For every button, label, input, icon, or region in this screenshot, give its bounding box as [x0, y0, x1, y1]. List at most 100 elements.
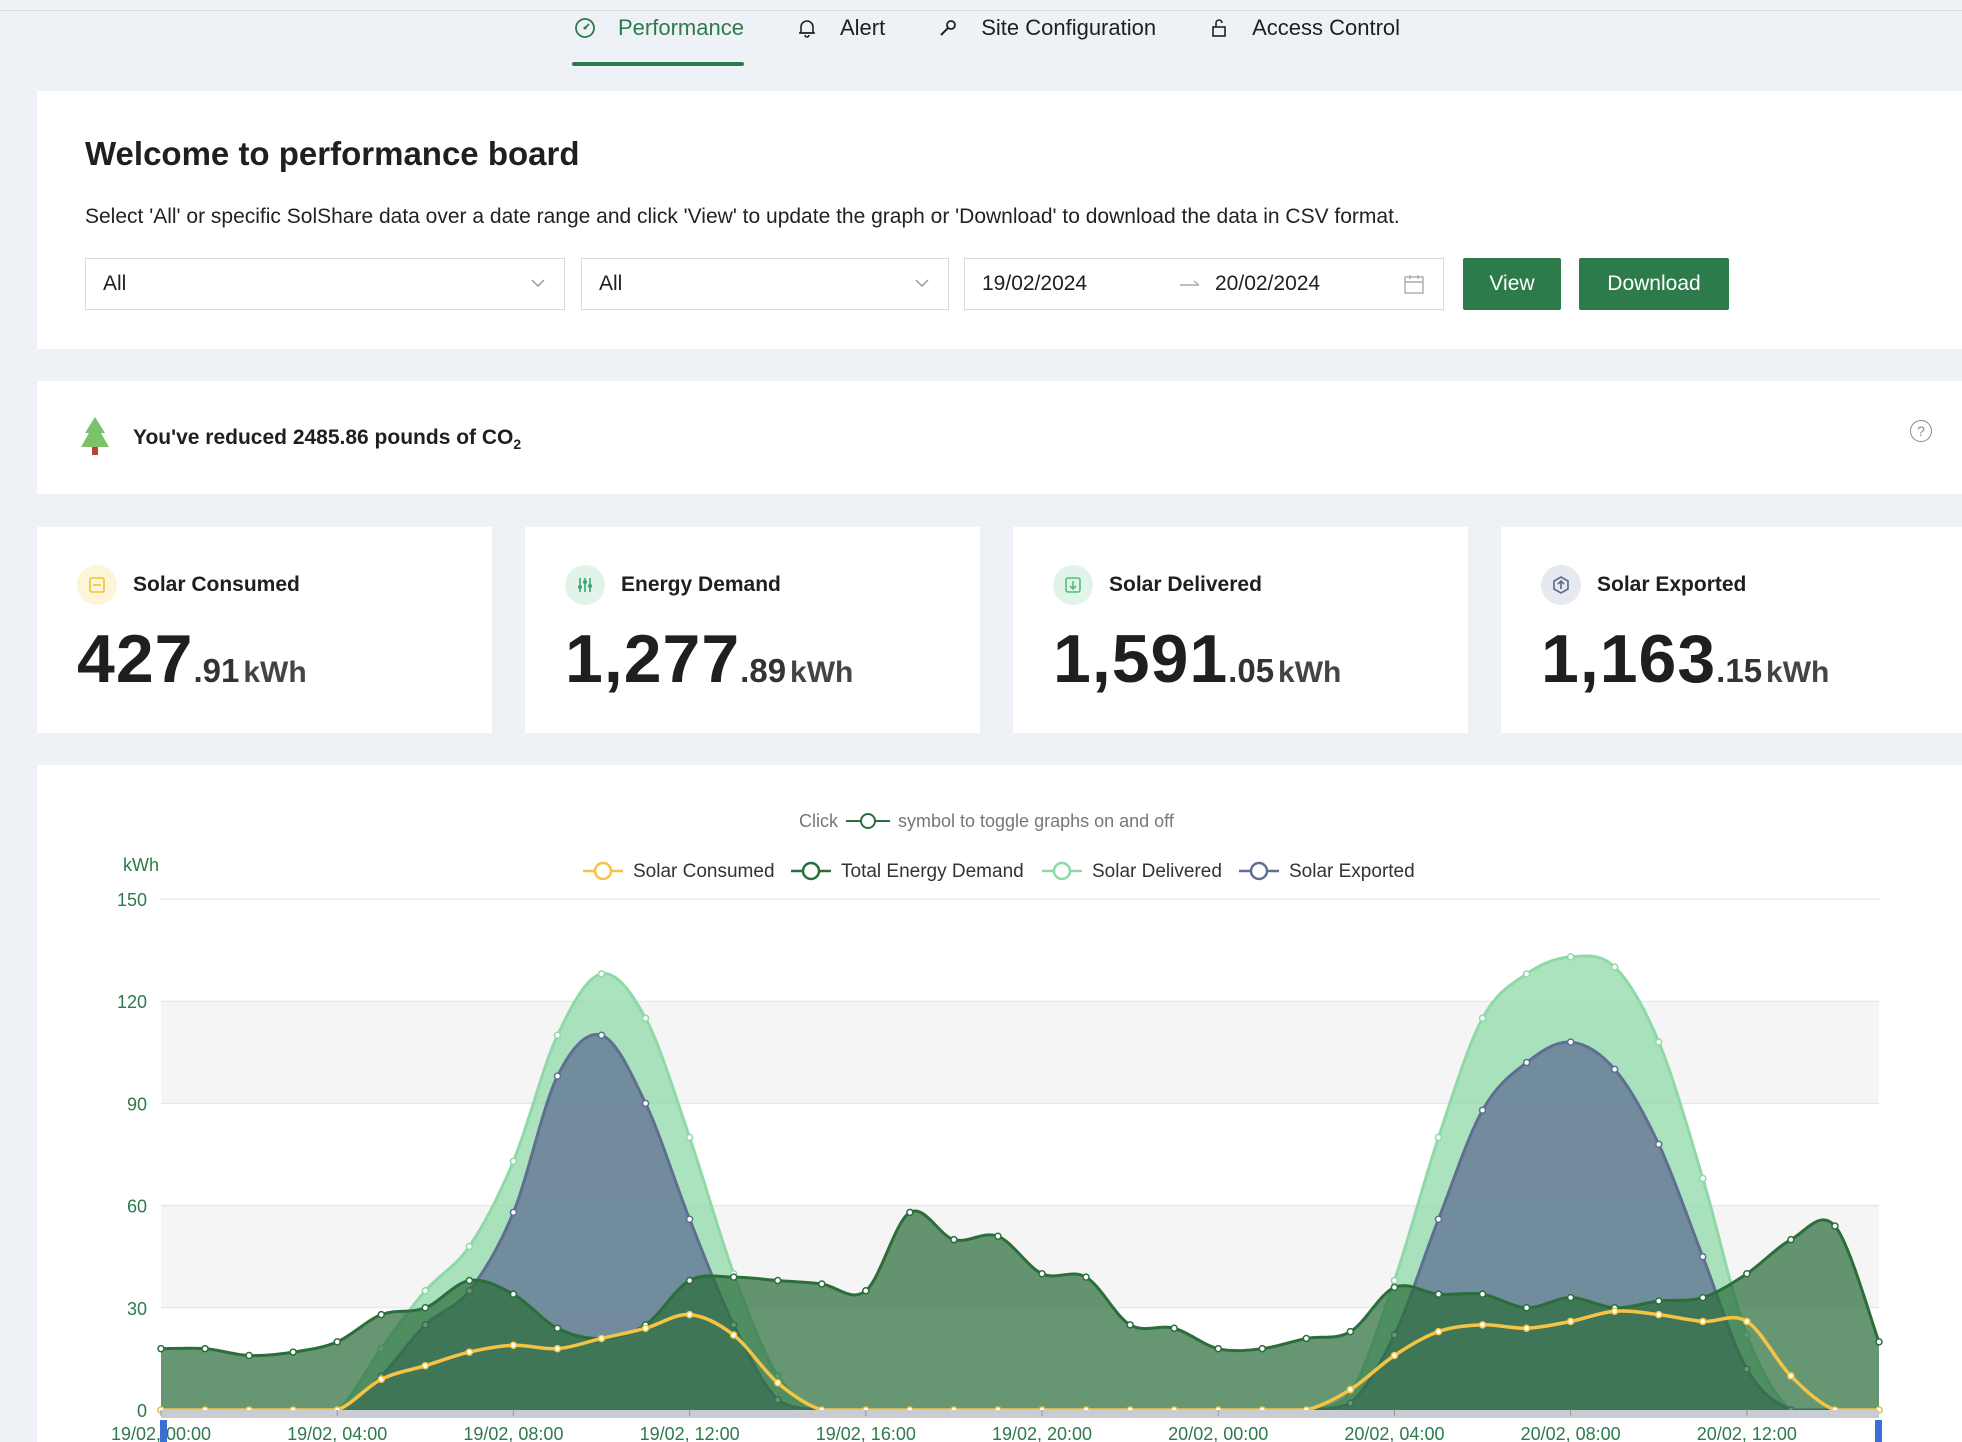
total-energy-demand-point[interactable]	[906, 1208, 914, 1217]
solar-consumed-point[interactable]	[1566, 1317, 1575, 1326]
solar-exported-point[interactable]	[509, 1208, 518, 1217]
solar-exported-point[interactable]	[553, 1072, 562, 1080]
view-button[interactable]: View	[1463, 258, 1561, 310]
tab-site-configuration[interactable]: Site Configuration	[935, 12, 1156, 44]
total-energy-demand-point[interactable]	[1038, 1269, 1046, 1278]
solar-exported-point[interactable]	[1699, 1252, 1707, 1261]
total-energy-demand-point[interactable]	[377, 1310, 386, 1319]
total-energy-demand-point[interactable]	[1478, 1290, 1487, 1298]
solar-exported-point[interactable]	[1522, 1058, 1531, 1067]
solar-exported-point[interactable]	[685, 1215, 694, 1223]
solar-consumed-point[interactable]	[509, 1341, 518, 1350]
solar-delivered-point[interactable]	[1434, 1133, 1443, 1142]
date-range-picker[interactable]: 19/02/2024 20/02/2024	[964, 258, 1444, 310]
total-energy-demand-point[interactable]	[950, 1235, 958, 1244]
tab-access-control[interactable]: Access Control	[1206, 12, 1400, 44]
solar-consumed-point[interactable]	[1654, 1310, 1663, 1319]
help-icon[interactable]: ?	[1910, 420, 1932, 442]
solar-consumed-point[interactable]	[729, 1331, 738, 1339]
total-energy-demand-point[interactable]	[1743, 1269, 1751, 1278]
legend-label-solar-delivered[interactable]: Solar Delivered	[1092, 861, 1222, 882]
total-energy-demand-point[interactable]	[1082, 1273, 1090, 1281]
legend-label-solar-consumed[interactable]: Solar Consumed	[633, 861, 775, 882]
solar-consumed-point[interactable]	[773, 1378, 782, 1387]
solar-delivered-point[interactable]	[509, 1157, 518, 1166]
solar-consumed-point[interactable]	[421, 1361, 430, 1370]
solar-delivered-point[interactable]	[1610, 963, 1619, 971]
total-energy-demand-point[interactable]	[862, 1287, 870, 1295]
solar-delivered-point[interactable]	[641, 1014, 650, 1022]
total-energy-demand-point[interactable]	[157, 1344, 165, 1353]
legend-toggle-solar-delivered[interactable]	[1052, 861, 1072, 881]
total-energy-demand-point[interactable]	[1787, 1235, 1795, 1244]
total-energy-demand-point[interactable]	[994, 1232, 1002, 1241]
total-energy-demand-point[interactable]	[1170, 1324, 1178, 1332]
total-energy-demand-point[interactable]	[1522, 1304, 1531, 1312]
zoom-slider-track[interactable]	[161, 1410, 1879, 1418]
solar-delivered-point[interactable]	[421, 1287, 430, 1295]
solar-delivered-point[interactable]	[1566, 953, 1575, 961]
solar-delivered-point[interactable]	[597, 970, 606, 978]
solar-consumed-point[interactable]	[1743, 1317, 1751, 1326]
total-energy-demand-point[interactable]	[729, 1273, 738, 1281]
solar-exported-point[interactable]	[1434, 1215, 1443, 1223]
solar-consumed-point[interactable]	[1522, 1324, 1531, 1332]
solar-exported-point[interactable]	[597, 1031, 606, 1040]
total-energy-demand-point[interactable]	[1875, 1338, 1883, 1346]
solar-exported-point[interactable]	[1478, 1106, 1487, 1114]
zoom-slider-handle-right[interactable]	[1875, 1420, 1882, 1442]
total-energy-demand-point[interactable]	[1434, 1290, 1443, 1298]
total-energy-demand-point[interactable]	[333, 1338, 341, 1346]
total-energy-demand-point[interactable]	[1126, 1321, 1134, 1329]
legend-toggle-solar-consumed[interactable]	[593, 861, 613, 881]
start-date[interactable]: 19/02/2024	[982, 272, 1088, 295]
total-energy-demand-point[interactable]	[773, 1276, 782, 1285]
filter-select-1[interactable]: All	[85, 258, 565, 310]
solar-consumed-point[interactable]	[1390, 1351, 1399, 1360]
total-energy-demand-point[interactable]	[1346, 1327, 1355, 1336]
total-energy-demand-point[interactable]	[1566, 1293, 1575, 1302]
total-energy-demand-point[interactable]	[1699, 1293, 1707, 1302]
total-energy-demand-point[interactable]	[1214, 1344, 1222, 1353]
total-energy-demand-point[interactable]	[289, 1348, 297, 1356]
solar-consumed-point[interactable]	[1478, 1321, 1487, 1329]
solar-delivered-point[interactable]	[685, 1133, 694, 1142]
solar-consumed-point[interactable]	[1434, 1327, 1443, 1336]
tab-performance[interactable]: Performance	[572, 12, 744, 66]
tab-alert[interactable]: Alert	[794, 12, 885, 44]
solar-consumed-point[interactable]	[377, 1375, 386, 1384]
total-energy-demand-point[interactable]	[1258, 1344, 1267, 1353]
solar-delivered-point[interactable]	[1390, 1276, 1399, 1285]
solar-exported-point[interactable]	[1654, 1140, 1663, 1149]
solar-delivered-point[interactable]	[1654, 1038, 1663, 1046]
solar-delivered-point[interactable]	[1522, 970, 1531, 978]
solar-exported-point[interactable]	[641, 1099, 650, 1108]
total-energy-demand-point[interactable]	[685, 1276, 694, 1285]
solar-consumed-point[interactable]	[685, 1310, 694, 1319]
total-energy-demand-point[interactable]	[245, 1351, 253, 1360]
solar-delivered-point[interactable]	[465, 1242, 474, 1251]
legend-toggle-total-energy-demand[interactable]	[801, 861, 821, 881]
legend-toggle-solar-exported[interactable]	[1249, 861, 1269, 881]
solar-consumed-point[interactable]	[1346, 1385, 1355, 1394]
solar-exported-point[interactable]	[1610, 1065, 1619, 1074]
total-energy-demand-point[interactable]	[201, 1344, 209, 1353]
total-energy-demand-point[interactable]	[509, 1290, 518, 1298]
end-date[interactable]: 20/02/2024	[1215, 272, 1321, 295]
solar-consumed-point[interactable]	[597, 1334, 606, 1343]
solar-exported-point[interactable]	[1566, 1038, 1575, 1046]
filter-select-2[interactable]: All	[581, 258, 949, 310]
total-energy-demand-line[interactable]	[160, 1209, 1881, 1358]
total-energy-demand-point[interactable]	[1654, 1297, 1663, 1305]
solar-consumed-point[interactable]	[1699, 1317, 1707, 1326]
solar-delivered-point[interactable]	[553, 1031, 562, 1040]
solar-consumed-point[interactable]	[465, 1348, 474, 1356]
legend-label-solar-exported[interactable]: Solar Exported	[1289, 861, 1415, 882]
total-energy-demand-point[interactable]	[421, 1304, 430, 1312]
total-energy-demand-point[interactable]	[553, 1324, 562, 1332]
total-energy-demand-point[interactable]	[465, 1276, 474, 1285]
total-energy-demand-point[interactable]	[818, 1280, 826, 1288]
legend-label-total-energy-demand[interactable]: Total Energy Demand	[841, 861, 1024, 882]
solar-consumed-point[interactable]	[1787, 1372, 1795, 1380]
total-energy-demand-point[interactable]	[1831, 1222, 1839, 1230]
